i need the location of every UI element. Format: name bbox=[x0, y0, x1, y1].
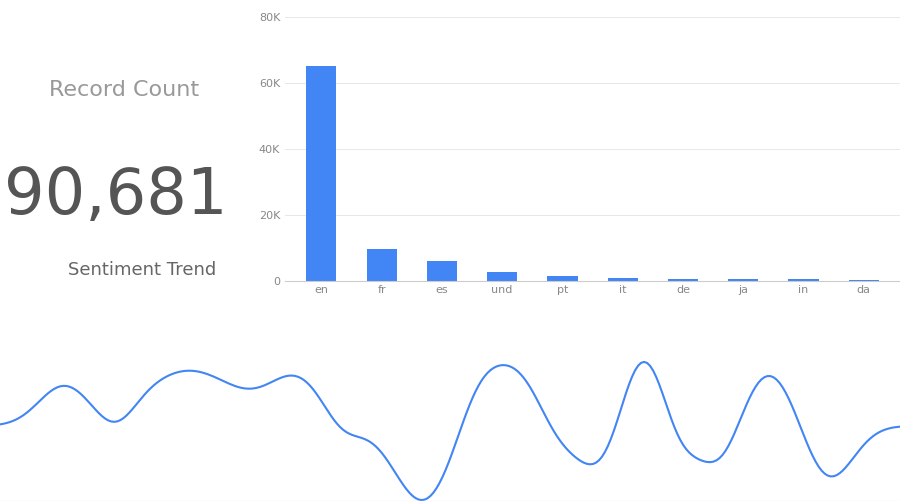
Bar bbox=[608, 278, 638, 281]
Bar bbox=[547, 276, 578, 281]
Bar bbox=[306, 66, 337, 281]
Bar bbox=[728, 279, 759, 281]
Bar bbox=[427, 261, 457, 281]
Bar bbox=[487, 273, 518, 281]
Bar bbox=[849, 280, 879, 281]
Bar bbox=[366, 249, 397, 281]
Text: 90,681: 90,681 bbox=[4, 165, 228, 227]
Text: Record Count: Record Count bbox=[50, 80, 200, 100]
Bar bbox=[668, 279, 698, 281]
Bar bbox=[788, 280, 819, 281]
Text: Sentiment Trend: Sentiment Trend bbox=[68, 261, 216, 279]
